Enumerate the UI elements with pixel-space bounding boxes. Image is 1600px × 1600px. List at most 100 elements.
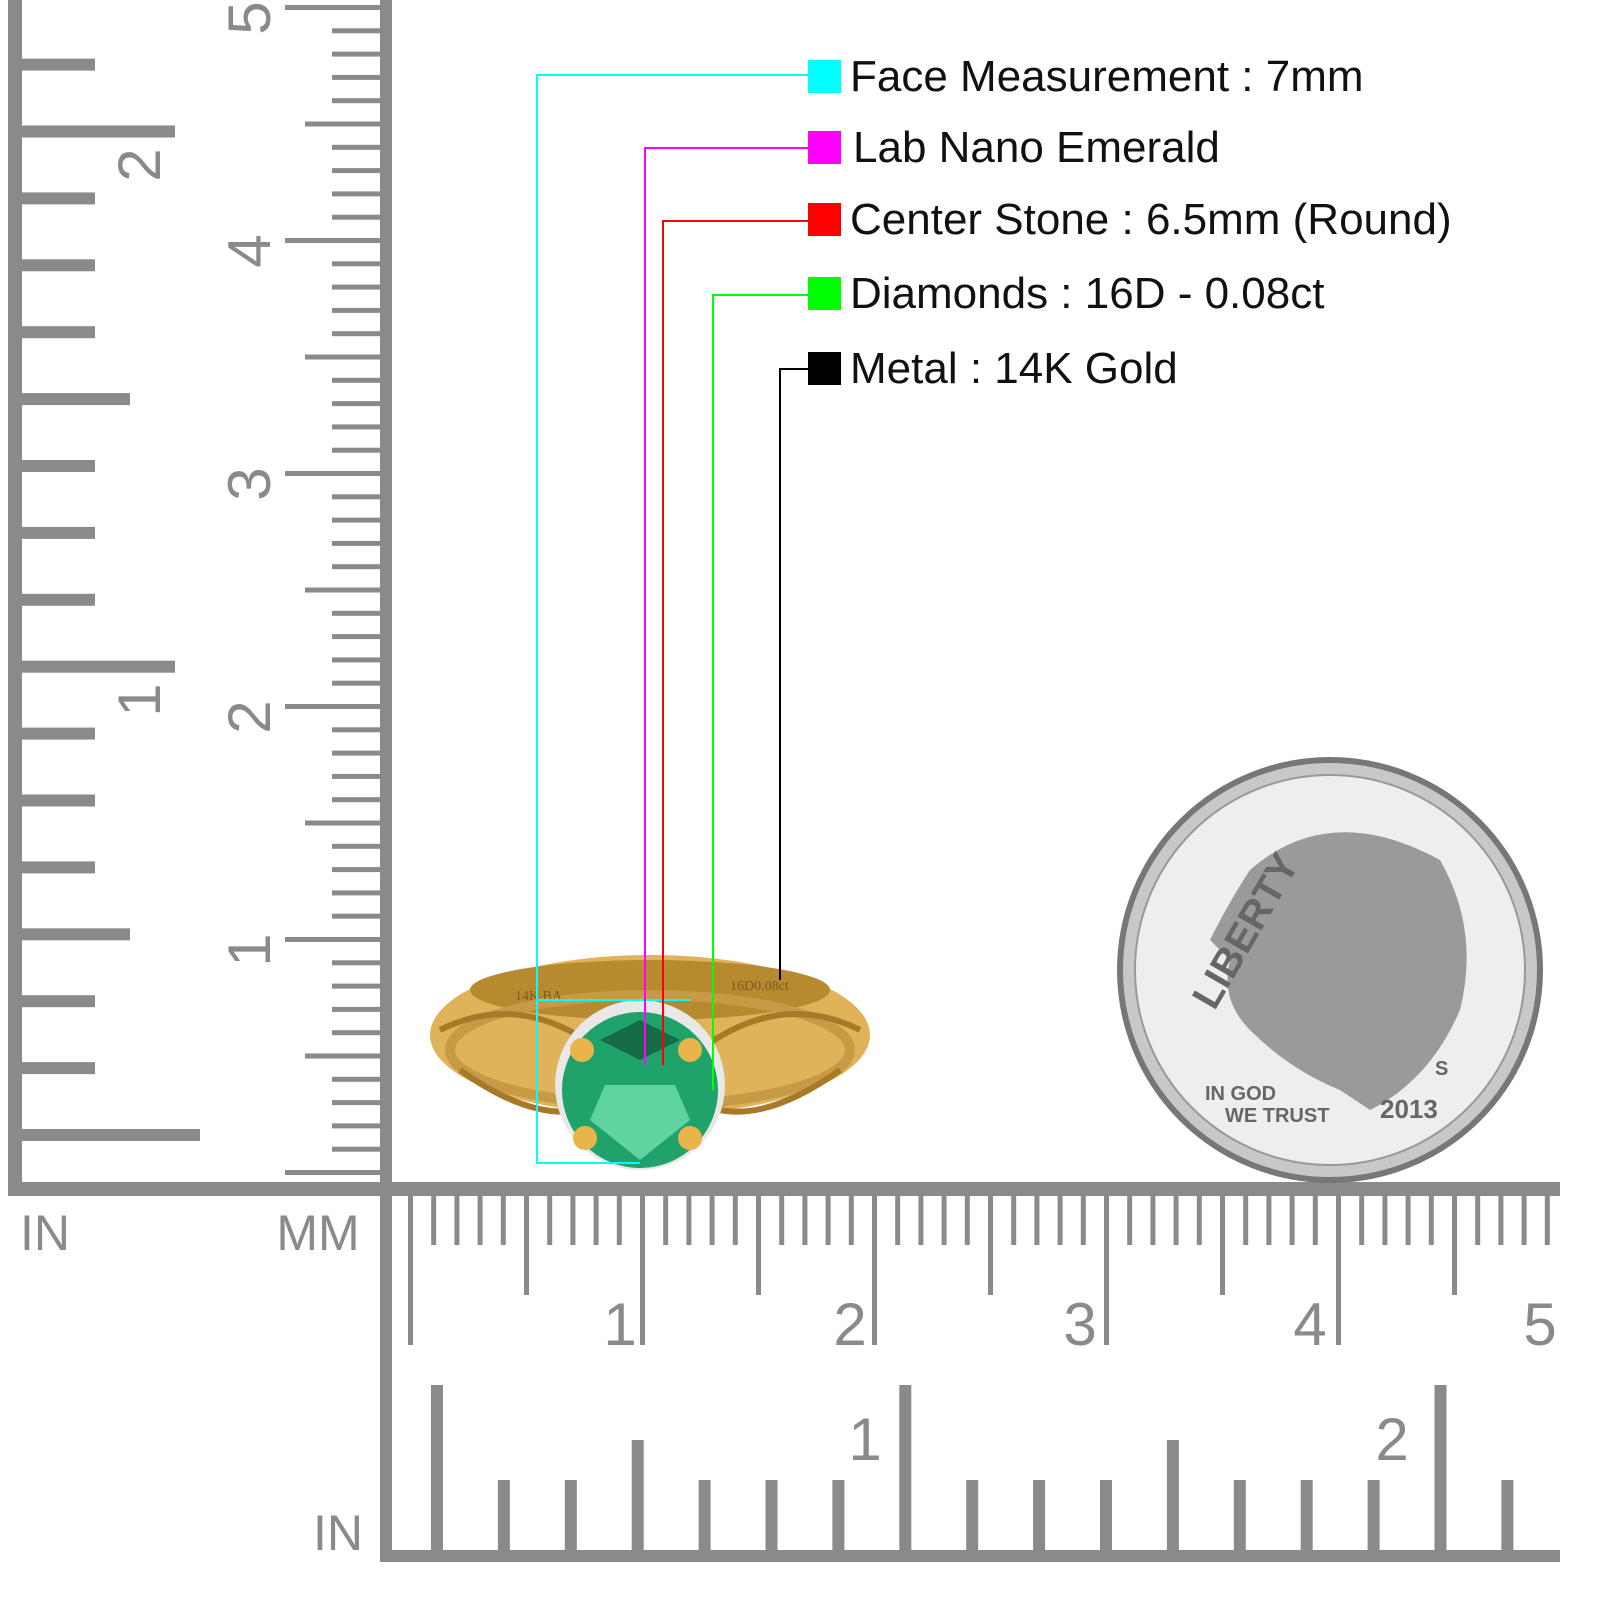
mm-tick bbox=[332, 517, 380, 523]
mm-tick bbox=[1243, 1195, 1249, 1245]
mm-tick bbox=[872, 1195, 877, 1345]
ring-image: 14K BA 16D0.08ct bbox=[430, 955, 870, 1170]
mm-tick bbox=[285, 704, 380, 709]
bottom-ruler-top bbox=[380, 1182, 1560, 1196]
mm-tick bbox=[1080, 1195, 1086, 1245]
mm-tick bbox=[285, 5, 380, 10]
mm-tick bbox=[454, 1195, 460, 1245]
mm-tick bbox=[332, 144, 380, 150]
inch-tick bbox=[765, 1480, 778, 1550]
legend-swatch bbox=[808, 203, 841, 236]
mm-tick bbox=[1289, 1195, 1295, 1245]
cm-number: 3 bbox=[216, 467, 283, 500]
mm-tick bbox=[616, 1195, 622, 1245]
inch-tick bbox=[20, 593, 95, 606]
mm-tick bbox=[285, 471, 380, 476]
mm-tick bbox=[332, 447, 380, 453]
coin-motto-2: WE TRUST bbox=[1225, 1105, 1329, 1127]
mm-tick bbox=[332, 727, 380, 733]
coin-year: 2013 bbox=[1380, 1094, 1438, 1124]
mm-tick bbox=[918, 1195, 924, 1245]
leader-face bbox=[536, 74, 808, 1164]
mm-tick bbox=[431, 1195, 437, 1245]
mm-tick bbox=[332, 1076, 380, 1082]
mm-tick bbox=[332, 28, 380, 34]
mm-tick bbox=[332, 867, 380, 873]
mm-tick bbox=[941, 1195, 947, 1245]
legend-label: Metal : 14K Gold bbox=[850, 344, 1178, 393]
mm-tick bbox=[332, 331, 380, 337]
mm-tick bbox=[332, 307, 380, 313]
inch-tick bbox=[20, 259, 95, 272]
legend-swatch bbox=[808, 352, 841, 385]
mm-tick bbox=[332, 657, 380, 663]
coin-mint-mark: S bbox=[1435, 1058, 1448, 1080]
leader-metal bbox=[779, 368, 808, 980]
mm-tick bbox=[285, 1170, 380, 1175]
inch-tick bbox=[20, 125, 175, 138]
mm-tick bbox=[332, 797, 380, 803]
inch-tick bbox=[20, 326, 95, 339]
mm-tick bbox=[332, 773, 380, 779]
mm-tick bbox=[1127, 1195, 1133, 1245]
mm-tick bbox=[1498, 1195, 1504, 1245]
mm-tick bbox=[477, 1195, 483, 1245]
legend-swatch bbox=[808, 60, 841, 93]
mm-tick bbox=[524, 1195, 529, 1295]
mm-tick bbox=[732, 1195, 738, 1245]
mm-tick bbox=[1336, 1195, 1341, 1345]
mm-tick bbox=[1173, 1195, 1179, 1245]
mm-tick bbox=[305, 587, 380, 593]
mm-tick bbox=[332, 1146, 380, 1152]
mm-tick bbox=[593, 1195, 599, 1245]
legend-swatch bbox=[808, 131, 841, 164]
mm-tick bbox=[332, 890, 380, 896]
mm-tick bbox=[332, 214, 380, 220]
engraving-left: 14K BA bbox=[515, 989, 563, 1004]
mm-tick bbox=[1428, 1195, 1434, 1245]
mm-tick bbox=[1544, 1195, 1550, 1245]
mm-tick bbox=[332, 261, 380, 267]
inch-tick bbox=[1233, 1480, 1246, 1550]
cm-number: 4 bbox=[1293, 1291, 1326, 1358]
dime-coin: LIBERTY IN GOD WE TRUST 2013 S bbox=[1117, 757, 1543, 1183]
mm-tick bbox=[332, 377, 380, 383]
cm-number: 2 bbox=[216, 700, 283, 733]
inch-tick bbox=[20, 460, 95, 472]
mm-tick bbox=[1312, 1195, 1318, 1245]
mm-tick bbox=[756, 1195, 761, 1295]
mm-tick bbox=[1196, 1195, 1202, 1245]
inch-tick bbox=[20, 660, 175, 673]
leader-center-stone bbox=[662, 220, 808, 1065]
mm-tick bbox=[1521, 1195, 1527, 1245]
mm-tick bbox=[305, 820, 380, 826]
mm-tick bbox=[332, 424, 380, 430]
mm-tick bbox=[1220, 1195, 1225, 1295]
cm-number: 3 bbox=[1063, 1291, 1096, 1358]
inch-tick bbox=[1501, 1480, 1514, 1550]
inch-number: 1 bbox=[848, 1406, 881, 1473]
mm-tick bbox=[285, 937, 380, 942]
inch-tick bbox=[431, 1385, 443, 1550]
mm-tick bbox=[332, 1123, 380, 1129]
cm-number: 5 bbox=[1523, 1291, 1556, 1358]
mm-tick bbox=[332, 983, 380, 989]
mm-tick bbox=[332, 191, 380, 197]
inch-tick bbox=[20, 995, 95, 1008]
mm-tick bbox=[663, 1195, 669, 1245]
mm-tick bbox=[332, 1100, 380, 1106]
cm-number: 1 bbox=[603, 1291, 636, 1358]
mm-tick bbox=[1104, 1195, 1109, 1345]
mm-tick bbox=[500, 1195, 506, 1245]
mm-tick bbox=[332, 634, 380, 640]
mm-tick bbox=[686, 1195, 692, 1245]
mm-tick bbox=[305, 354, 380, 360]
inch-tick bbox=[20, 393, 130, 406]
inch-tick bbox=[698, 1480, 711, 1550]
left-ruler-edge bbox=[8, 0, 22, 1195]
mm-tick bbox=[332, 960, 380, 966]
mm-tick bbox=[640, 1195, 645, 1345]
inch-tick bbox=[20, 1062, 95, 1075]
cm-number: 1 bbox=[216, 933, 283, 966]
